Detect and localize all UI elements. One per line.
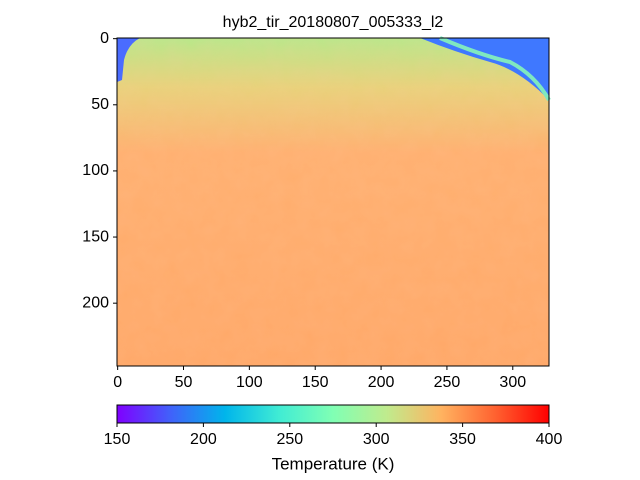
x-tick-label: 200 — [368, 374, 395, 391]
colorbar-tick-label: 200 — [190, 431, 217, 448]
x-tick-label: 150 — [302, 374, 329, 391]
x-tick-label: 300 — [499, 374, 526, 391]
x-tick-label: 100 — [236, 374, 263, 391]
colorbar-tick-label: 250 — [276, 431, 303, 448]
colorbar-label: Temperature (K) — [272, 454, 395, 473]
colorbar-tick-label: 150 — [104, 431, 131, 448]
y-tick-label: 50 — [91, 96, 109, 113]
colorbar — [116, 404, 550, 424]
colorbar-tick-label: 350 — [449, 431, 476, 448]
colorbar-tick-label: 300 — [363, 431, 390, 448]
y-tick-label: 150 — [82, 228, 109, 245]
y-tick-label: 100 — [82, 162, 109, 179]
x-tick-label: 0 — [113, 374, 122, 391]
x-tick-label: 250 — [434, 374, 461, 391]
image — [117, 36, 551, 366]
y-tick-label: 200 — [82, 294, 109, 311]
axes-frame — [116, 37, 550, 367]
chart-title: hyb2_tir_20180807_005333_l2 — [223, 14, 444, 31]
colorbar-tick-label: 400 — [536, 431, 563, 448]
x-tick-label: 50 — [175, 374, 193, 391]
y-tick-label: 0 — [100, 30, 109, 47]
